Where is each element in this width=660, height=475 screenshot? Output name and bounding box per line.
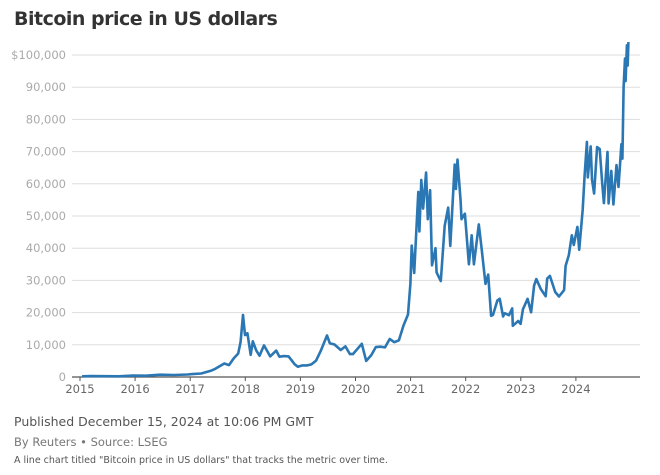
y-tick-label: 50,000 <box>26 209 66 223</box>
chart-description: A line chart titled "Bitcoin price in US… <box>14 455 388 466</box>
price-line <box>82 42 630 378</box>
x-tick-label: 2021 <box>396 382 425 396</box>
y-tick-label: 30,000 <box>26 273 66 287</box>
byline: By Reuters • Source: LSEG <box>14 435 168 449</box>
x-tick-label: 2022 <box>451 382 480 396</box>
y-tick-label: $100,000 <box>11 48 66 62</box>
x-tick-label: 2016 <box>120 382 149 396</box>
y-tick-label: 10,000 <box>26 338 66 352</box>
y-tick-label: 60,000 <box>26 177 66 191</box>
published-date: Published December 15, 2024 at 10:06 PM … <box>14 414 314 429</box>
y-tick-label: 40,000 <box>26 241 66 255</box>
x-tick-label: 2018 <box>231 382 260 396</box>
x-tick-label: 2023 <box>506 382 535 396</box>
chart-title: Bitcoin price in US dollars <box>14 8 278 30</box>
x-tick-label: 2017 <box>176 382 205 396</box>
y-tick-label: 70,000 <box>26 145 66 159</box>
x-tick-label: 2020 <box>341 382 370 396</box>
y-tick-label: 20,000 <box>26 306 66 320</box>
x-tick-label: 2015 <box>65 382 94 396</box>
line-chart: 0 10,000 20,000 30,000 40,000 50,000 60,000 70,… <box>11 42 640 396</box>
y-tick-label: 0 <box>59 370 66 384</box>
x-tick-label: 2019 <box>286 382 315 396</box>
x-tick-label: 2024 <box>561 382 590 396</box>
y-tick-label: 90,000 <box>26 80 66 94</box>
y-tick-label: 80,000 <box>26 112 66 126</box>
